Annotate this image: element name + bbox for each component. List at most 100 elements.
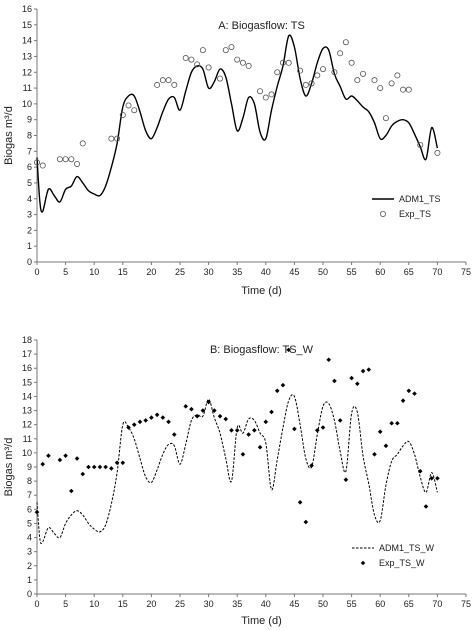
panel-b-y-tick-label: 14 (22, 391, 32, 401)
panel-b-y-tick-label: 7 (27, 490, 32, 500)
panel-a-y-tick-label: 6 (27, 162, 32, 172)
panel-b-data-point (417, 468, 423, 474)
panel-b-x-tick-label: 20 (146, 599, 156, 609)
panel-a-x-tick-label: 5 (63, 267, 68, 277)
panel-b-data-point (286, 347, 291, 353)
panel-b-data-point (269, 409, 274, 415)
panel-b-data-point (80, 471, 86, 477)
panel-b-x-tick-label: 65 (404, 599, 414, 609)
panel-b-data-point (69, 488, 74, 494)
panel-b-x-tick-label: 25 (175, 599, 185, 609)
panel-b-data-point (229, 428, 234, 433)
panel-b-legend: ADM1_TS_W Exp_TS_W (379, 543, 435, 568)
panel-b-y-tick-label: 10 (22, 448, 32, 458)
panel-a-x-tick-label: 60 (375, 267, 385, 277)
panel-b-x-tick-label: 60 (375, 599, 385, 609)
panel-a-data-point (279, 59, 286, 66)
panel-a-y-tick-label: 10 (22, 99, 32, 109)
panel-b-data-point (303, 519, 309, 525)
panel-b-y-tick-label: 13 (22, 406, 32, 416)
panel-a-data-point (125, 102, 132, 109)
panel-b-data-point (171, 432, 177, 437)
panel-b-data-point (206, 399, 211, 405)
panel-b-x-tick-label: 15 (118, 599, 128, 609)
panel-b-data-point (377, 429, 383, 435)
panel-a-data-point (62, 156, 69, 163)
panel-b-data-point (212, 408, 217, 413)
panel-a-y-tick-label: 5 (27, 178, 32, 188)
panel-a-data-point (159, 77, 166, 84)
panel-b-data-point (435, 475, 440, 481)
panel-b-data-point (40, 461, 46, 467)
panel-b-title: B: Biogasflow: TS_W (210, 344, 314, 356)
panel-b: B: Biogasflow: TS_W Time (d) Biogas m³/d… (3, 335, 471, 627)
panel-b-data-point (200, 408, 206, 413)
panel-b-data-point (46, 453, 51, 459)
panel-a-data-point (382, 115, 389, 122)
panel-a-y-tick-label: 13 (22, 51, 32, 61)
panel-a-x-tick-label: 40 (261, 267, 271, 277)
panel-b-y-tick-label: 2 (27, 561, 32, 571)
panel-a-data-point (234, 56, 241, 63)
panel-a-data-point (354, 77, 361, 84)
panel-a-x-tick-label: 0 (34, 267, 39, 277)
panel-a-data-point (228, 43, 235, 50)
panel-a-x-tick-label: 50 (318, 267, 328, 277)
panel-b-data-point (274, 388, 280, 394)
panel-b-x-tick-label: 5 (63, 599, 68, 609)
panel-a-data-point (239, 59, 246, 66)
panel-a-data-point (337, 50, 344, 57)
panel-b-y-tick-label: 15 (22, 377, 32, 387)
panel-b-y-tick-label: 0 (27, 589, 32, 599)
panel-a-data-point (39, 162, 46, 169)
panel-a-data-point (34, 159, 41, 166)
panel-a-data-point (297, 67, 304, 74)
panel-b-data-point (343, 477, 349, 482)
panel-b-data-point (217, 413, 223, 419)
panel-b-series-line (36, 394, 438, 545)
panel-a-data-point (434, 149, 441, 156)
panel-b-data-point (34, 509, 40, 515)
panel-a-x-tick-label: 35 (232, 267, 242, 277)
panel-b-data-point (160, 415, 166, 420)
panel-b-data-point (429, 475, 434, 481)
panel-a-data-point (182, 55, 189, 62)
panel-a-data-point (371, 77, 378, 84)
panel-a-data-point (342, 39, 349, 46)
panel-a-data-point (257, 88, 264, 95)
panel-a-legend-marker-swatch (379, 210, 386, 217)
panel-a-y-tick-label: 9 (27, 115, 32, 125)
legend-label-exp-ts-w: Exp_TS_W (379, 558, 425, 568)
panel-b-data-point (86, 464, 91, 470)
panel-b-data-point (154, 412, 160, 418)
panel-a-data-point (131, 107, 138, 114)
panel-a-data-point (74, 160, 81, 167)
panel-b-data-point (400, 398, 406, 403)
panel-b-y-tick-label: 1 (27, 575, 32, 585)
panel-b-x-tick-label: 35 (232, 599, 242, 609)
panel-a-y-tick-label: 2 (27, 225, 32, 235)
panel-a-y-tick-label: 1 (27, 241, 32, 251)
panel-a-data-point (302, 81, 309, 88)
panel-b-x-tick-label: 75 (461, 599, 471, 609)
panel-b-data-point (423, 504, 429, 509)
panel-a-x-tick-label: 10 (89, 267, 99, 277)
panel-b-data-point (103, 464, 108, 470)
panel-b-data-point (183, 404, 189, 409)
panel-b-data-point (166, 419, 171, 425)
panel-b-data-point (114, 460, 120, 466)
panel-a-data-point (188, 56, 195, 63)
panel-a-series-line (36, 34, 439, 213)
panel-a-data-point (165, 77, 172, 84)
panel-b-x-tick-label: 30 (204, 599, 214, 609)
panel-b-data-point (149, 415, 154, 420)
panel-b-legend-marker-swatch (360, 560, 366, 566)
panel-b-data-point (263, 419, 269, 425)
panel-b-data-point (389, 420, 394, 426)
panel-b-data-point (320, 425, 326, 430)
panel-a-ylabel: Biogas m³/d (3, 106, 15, 165)
panel-a-data-point (119, 111, 126, 118)
panel-a-data-point (205, 64, 212, 71)
panel-b-data-point (372, 452, 377, 457)
panel-b-data-point (194, 413, 200, 419)
